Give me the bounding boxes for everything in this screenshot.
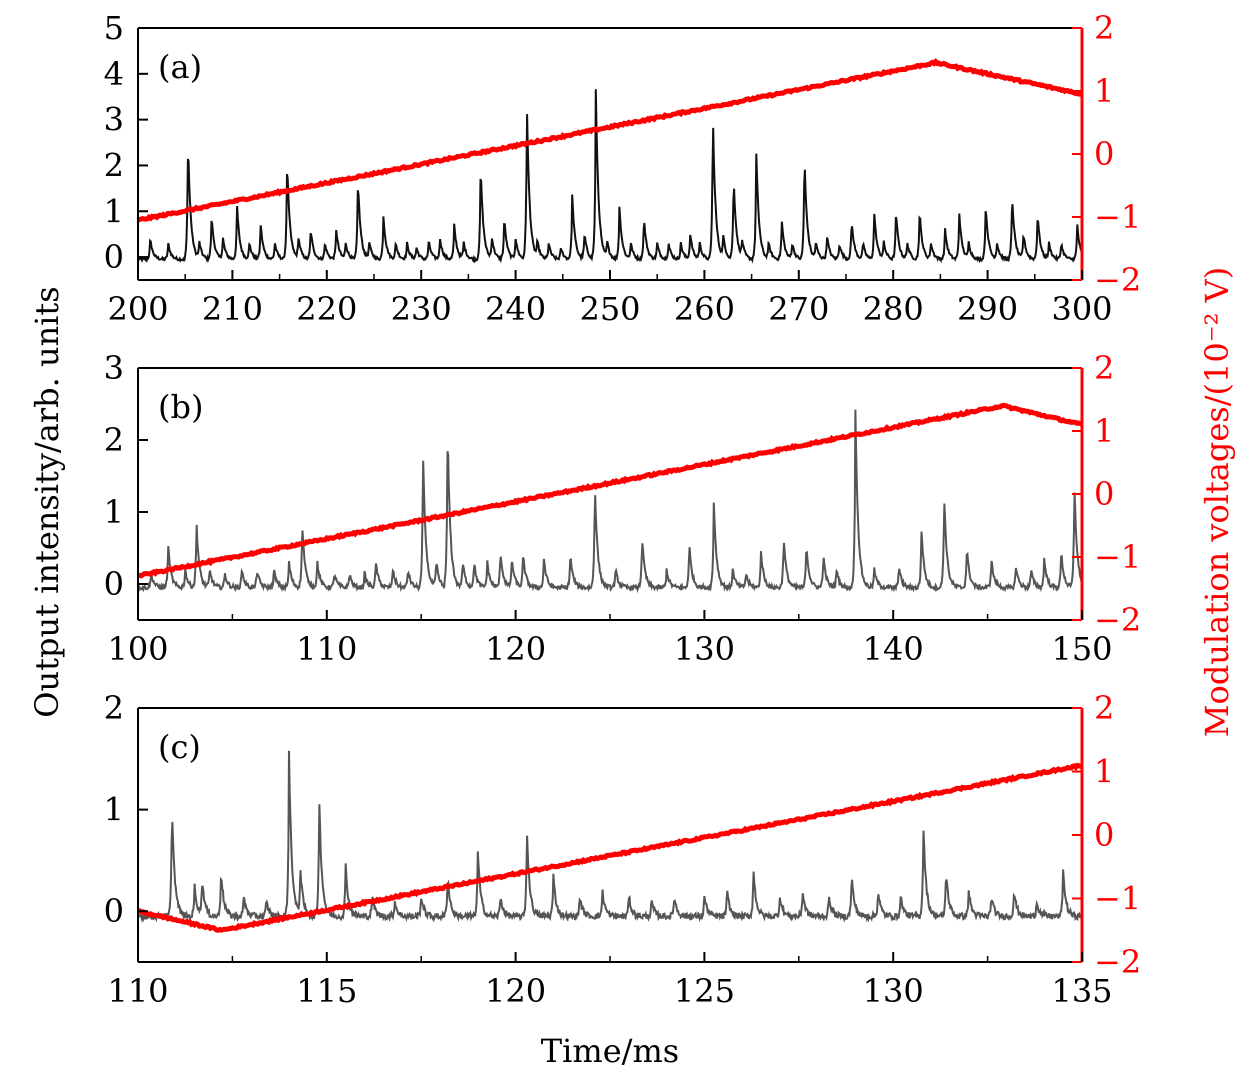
y-left-tick-label: 4 [104, 55, 124, 93]
x-tick-label: 220 [296, 290, 357, 328]
intensity-series-3 [137, 750, 1083, 924]
x-tick-label: 110 [296, 630, 357, 668]
y-right-tick-label: 1 [1094, 753, 1114, 791]
x-tick-label: 200 [107, 290, 168, 328]
y-right-tick-label: 1 [1094, 412, 1114, 450]
y-right-tick-label: 0 [1094, 475, 1114, 513]
y-right-tick-label: −1 [1094, 880, 1141, 918]
y-right-tick-label: 0 [1094, 135, 1114, 173]
y-right-tick-label: 2 [1094, 349, 1114, 387]
y-left-tick-label: 1 [104, 192, 124, 230]
x-tick-label: 270 [768, 290, 829, 328]
y-right-tick-label: 0 [1094, 816, 1114, 854]
x-tick-label: 250 [579, 290, 640, 328]
x-tick-label: 120 [485, 972, 546, 1010]
y-left-tick-label: 2 [104, 421, 124, 459]
panel-3: 110 115 120 125 130 135 0 1 2 −2 −1 0 1 2 (c) [104, 689, 1142, 1010]
x-tick-label: 140 [863, 630, 924, 668]
x-tick-label: 230 [391, 290, 452, 328]
y-left-tick-label: 0 [104, 238, 124, 276]
y-left-tick-label: 3 [104, 349, 124, 387]
x-tick-label: 135 [1051, 972, 1112, 1010]
y-right-tick-label: −2 [1094, 943, 1141, 981]
panels: 200 210 220 230 240 250 260 270 280 290 300012345−… [104, 9, 1142, 1010]
y-right-tick-label: −2 [1094, 601, 1141, 639]
y-left-tick-label: 0 [104, 565, 124, 603]
y-left-tick-label: 5 [104, 9, 124, 47]
x-tick-label: 130 [863, 972, 924, 1010]
y-left-tick-label: 0 [104, 892, 124, 930]
y-left-tick-label: 2 [104, 689, 124, 727]
y-right-tick-label: 1 [1094, 72, 1114, 110]
intensity-series-2 [137, 409, 1083, 594]
y-right-tick-label: 2 [1094, 9, 1114, 47]
x-tick-label: 125 [674, 972, 735, 1010]
x-tick-label: 300 [1051, 290, 1112, 328]
x-tick-label: 260 [674, 290, 735, 328]
x-tick-label: 280 [863, 290, 924, 328]
modulation-series-3 [137, 762, 1083, 933]
y-left-tick-label: 1 [104, 493, 124, 531]
y-left-tick-label: 1 [104, 791, 124, 829]
left-axis-label: Output intensity/arb. units [28, 286, 66, 717]
panel-2: 100 110 120 130 140 150 0 1 2 3 −2 −1 0 1 2 (b) [104, 349, 1142, 668]
panel-1: 200 210 220 230 240 250 260 270 280 290 300012345−… [104, 9, 1142, 328]
y-right-tick-label: −1 [1094, 538, 1141, 576]
y-left-tick-label: 2 [104, 146, 124, 184]
x-tick-label: 100 [107, 630, 168, 668]
x-tick-label: 290 [957, 290, 1018, 328]
modulation-series-1 [136, 57, 1084, 223]
panel-label: (a) [158, 48, 202, 86]
x-tick-label: 210 [202, 290, 263, 328]
y-right-tick-label: 2 [1094, 689, 1114, 727]
x-tick-label: 115 [296, 972, 357, 1010]
x-axis-label: Time/ms [541, 1032, 679, 1070]
x-tick-label: 130 [674, 630, 735, 668]
x-tick-label: 110 [107, 972, 168, 1010]
modulation-series-2 [137, 402, 1084, 579]
x-tick-label: 120 [485, 630, 546, 668]
right-axis-label: Modulation voltages/(10⁻² V) [1198, 267, 1236, 737]
intensity-series-1 [137, 89, 1083, 264]
panel-label: (b) [158, 388, 203, 426]
y-left-tick-label: 3 [104, 101, 124, 139]
x-tick-label: 150 [1051, 630, 1112, 668]
y-right-tick-label: −1 [1094, 198, 1141, 236]
panel-label: (c) [158, 728, 201, 766]
x-tick-label: 240 [485, 290, 546, 328]
y-right-tick-label: −2 [1094, 261, 1141, 299]
